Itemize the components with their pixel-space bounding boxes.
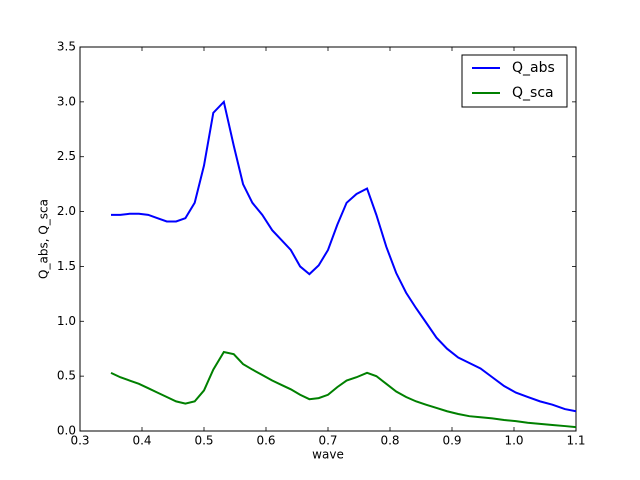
- y-tick-label: 1.0: [57, 314, 76, 328]
- x-tick-label: 0.9: [442, 434, 461, 448]
- y-tick-label: 2.5: [57, 149, 76, 163]
- x-axis-label: wave: [312, 448, 344, 462]
- data-line: [110, 350, 577, 429]
- legend-label: Q_abs: [512, 60, 555, 76]
- y-tick-label: 3.0: [57, 94, 76, 108]
- y-tick-label: 0.0: [57, 424, 76, 438]
- x-tick-label: 0.7: [318, 434, 337, 448]
- x-tick-label: 0.6: [256, 434, 275, 448]
- y-tick-label: 0.5: [57, 369, 76, 383]
- x-tick-label: 0.8: [380, 434, 399, 448]
- x-tick-label: 0.3: [70, 434, 89, 448]
- y-axis-label: Q_abs, Q_sca: [37, 199, 51, 279]
- x-tick-label: 1.0: [504, 434, 523, 448]
- x-tick-label: 0.4: [132, 434, 151, 448]
- plot-frame: [79, 46, 577, 432]
- legend-box: [461, 54, 568, 108]
- legend-label: Q_sca: [512, 85, 554, 101]
- data-line: [111, 99, 577, 413]
- x-tick-label: 1.1: [566, 434, 585, 448]
- y-tick-label: 1.5: [57, 259, 76, 273]
- y-tick-label: 3.5: [57, 40, 76, 54]
- y-tick-label: 2.0: [57, 204, 76, 218]
- x-tick-label: 0.5: [194, 434, 213, 448]
